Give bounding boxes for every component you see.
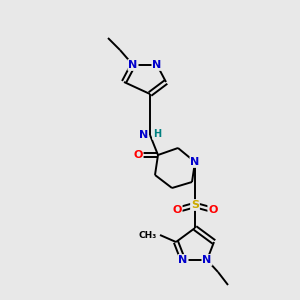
Text: N: N — [202, 255, 211, 265]
Text: S: S — [191, 200, 199, 210]
Text: N: N — [139, 130, 148, 140]
Text: N: N — [190, 157, 200, 167]
Text: O: O — [172, 205, 182, 215]
Text: N: N — [128, 60, 138, 70]
Text: O: O — [208, 205, 218, 215]
Text: CH₃: CH₃ — [139, 230, 157, 239]
Text: H: H — [153, 129, 161, 139]
Text: N: N — [152, 60, 162, 70]
Text: O: O — [133, 150, 143, 160]
Text: N: N — [178, 255, 188, 265]
